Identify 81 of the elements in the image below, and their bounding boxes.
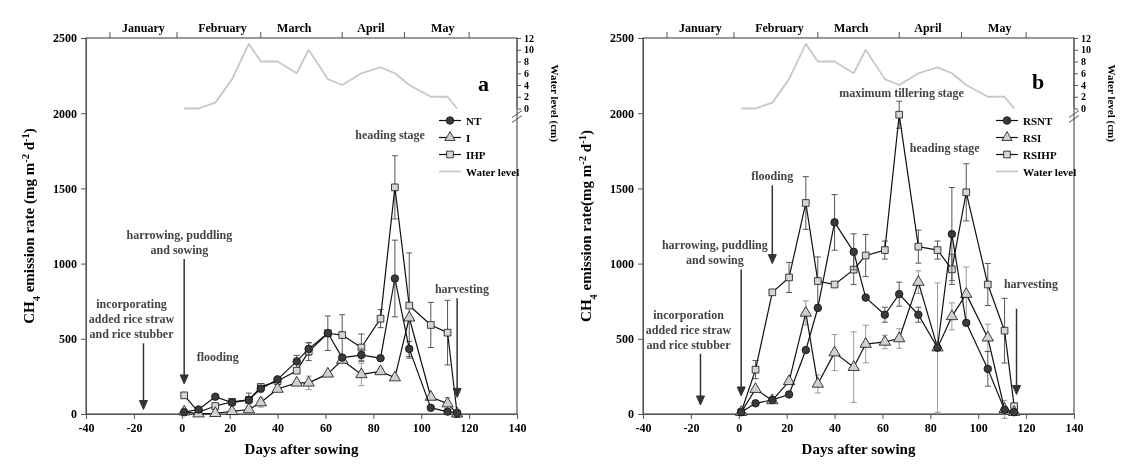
y2-tick-label: 6 (524, 67, 529, 79)
y2-axis-title: Water level (cm) (548, 64, 561, 143)
y2-tick-label: 10 (1081, 44, 1091, 56)
x-tick-label: 60 (319, 420, 332, 435)
x-tick-label: 100 (969, 420, 988, 435)
text: May (431, 21, 455, 35)
x-tick-label: 140 (1065, 420, 1084, 435)
x-tick-label: 20 (224, 420, 237, 435)
x-tick-label: -40 (635, 420, 652, 435)
text: March (277, 21, 312, 35)
text: April (914, 21, 943, 35)
text: March (834, 21, 869, 35)
y-tick-label: 1000 (53, 256, 77, 271)
y-tick-label: 0 (71, 407, 77, 422)
legend-label: Water level (466, 165, 520, 178)
y-tick-label: 2500 (53, 31, 77, 46)
y2-tick-label: 12 (524, 32, 534, 44)
y2-tick-label: 2 (1081, 91, 1086, 103)
x-tick-label: 100 (412, 420, 431, 435)
x-tick-label: 60 (876, 420, 889, 435)
y-tick-label: 0 (628, 407, 634, 422)
x-tick-label: 40 (272, 420, 285, 435)
annotation: incorporating added rice straw and rice stubber (88, 297, 175, 342)
annotation: harrowing, puddling and sowing (661, 237, 768, 267)
y2-tick-label: 12 (1081, 32, 1091, 44)
annotation: flooding (751, 169, 794, 184)
x-tick-label: -40 (78, 420, 95, 435)
text: January (679, 21, 722, 35)
x-tick-label: 120 (460, 420, 479, 435)
annotation: harvesting (1003, 276, 1058, 291)
x-tick-label: -20 (126, 420, 143, 435)
y2-tick-label: 8 (524, 56, 529, 68)
text: February (198, 21, 247, 35)
y-tick-label: 500 (616, 332, 634, 347)
annotation: a (477, 70, 489, 96)
annotation: incorporation added rice straw and rice stubber (645, 307, 732, 352)
y2-tick-label: 0 (524, 103, 529, 115)
annotation: harvesting (434, 281, 489, 296)
legend-label: Water level (1023, 165, 1077, 178)
y2-tick-label: 4 (524, 79, 529, 91)
legend-label: NT (466, 114, 482, 127)
y-tick-label: 2500 (610, 31, 634, 46)
annotation: harrowing, puddling and sowing (126, 227, 233, 257)
text: February (755, 21, 804, 35)
y-tick-label: 1500 (610, 181, 634, 196)
x-axis-title: Days after sowing (244, 441, 359, 457)
y2-tick-label: 0 (1081, 103, 1086, 115)
x-tick-label: 140 (508, 420, 527, 435)
annotation: b (1031, 69, 1045, 95)
y-tick-label: 2000 (610, 106, 634, 121)
legend-label: IHP (466, 148, 486, 161)
x-tick-label: 40 (829, 420, 842, 435)
text: January (122, 21, 165, 35)
x-tick-label: 20 (781, 420, 794, 435)
y2-tick-label: 4 (1081, 79, 1086, 91)
y-tick-label: 500 (59, 332, 77, 347)
annotation: flooding (196, 350, 239, 365)
y-tick-label: 2000 (53, 106, 77, 121)
annotation: heading stage (355, 127, 426, 142)
annotation: maximum tillering stage (839, 85, 965, 100)
legend-label: RSI (1023, 131, 1042, 144)
x-tick-label: 80 (924, 420, 937, 435)
y2-tick-label: 2 (524, 91, 529, 103)
legend-label: I (466, 131, 471, 144)
text: April (357, 21, 386, 35)
y2-axis-title: Water level (cm) (1105, 64, 1118, 143)
x-tick-label: 120 (1017, 420, 1036, 435)
y2-tick-label: 8 (1081, 56, 1086, 68)
x-tick-label: -20 (683, 420, 700, 435)
y-tick-label: 1000 (610, 256, 634, 271)
y-tick-label: 1500 (53, 181, 77, 196)
x-tick-label: 0 (179, 420, 186, 435)
y2-tick-label: 10 (524, 44, 534, 56)
x-tick-label: 0 (736, 420, 743, 435)
legend-label: RSNT (1023, 114, 1054, 127)
text: May (988, 21, 1012, 35)
y2-tick-label: 6 (1081, 67, 1086, 79)
annotation: heading stage (909, 141, 981, 156)
legend-label: RSIHP (1023, 148, 1057, 161)
x-axis-title: Days after sowing (801, 441, 916, 457)
x-tick-label: 80 (367, 420, 380, 435)
